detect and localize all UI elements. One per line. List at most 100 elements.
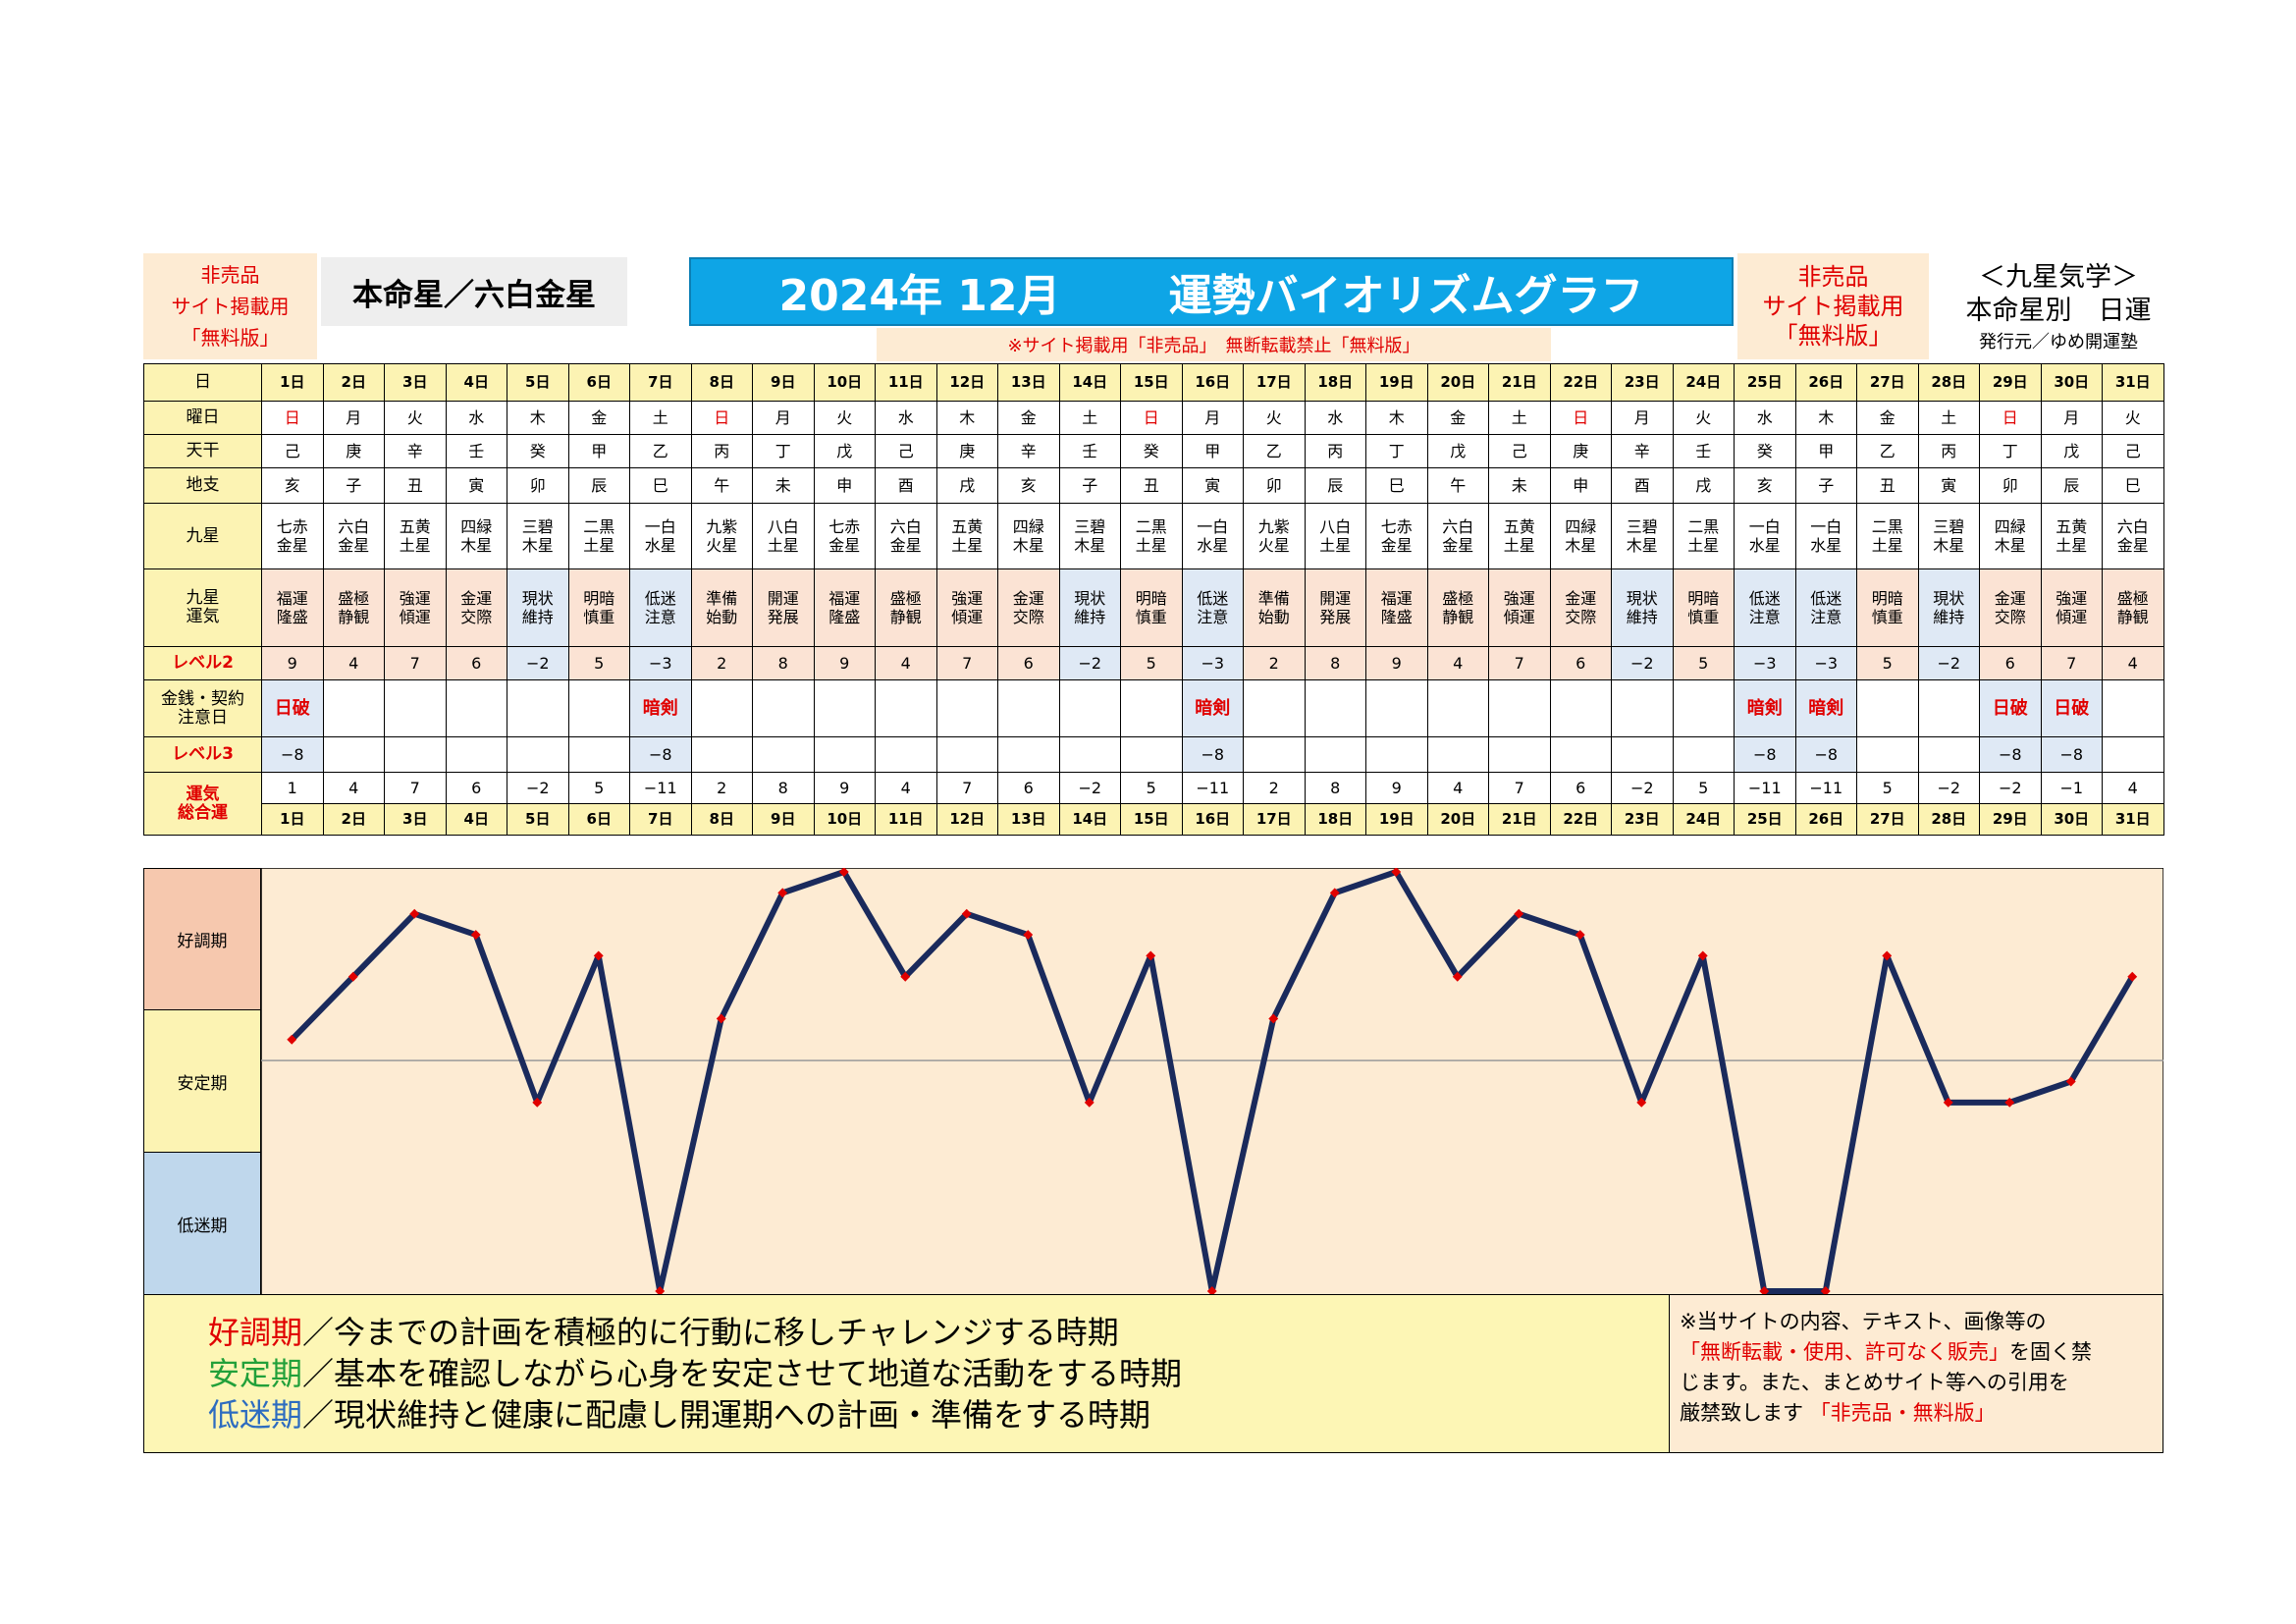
chishi-cell: 子	[1058, 467, 1121, 504]
day-bottom-cell: 10日	[813, 803, 876, 836]
kusei-cell-text: 一白	[1197, 517, 1229, 536]
kusei-cell: 五黄 土星	[1488, 503, 1551, 569]
legend-good-term: 好調期	[208, 1314, 303, 1351]
level2-cell: 4	[1426, 646, 1489, 680]
kusei-cell-text: 土星	[1319, 536, 1352, 555]
money-cell	[752, 679, 815, 737]
money-cell	[1611, 679, 1674, 737]
chart-background	[261, 868, 2163, 1295]
legend-stable-term: 安定期	[208, 1355, 303, 1392]
day-bottom-cell: 19日	[1365, 803, 1428, 836]
phase-label-low: 低迷期	[143, 1152, 261, 1295]
total-cell: −11	[1181, 772, 1244, 804]
tenkan-cell: 辛	[384, 434, 447, 468]
chishi-cell: 子	[1794, 467, 1857, 504]
tenkan-cell: 癸	[1734, 434, 1796, 468]
level3-cell	[507, 736, 569, 773]
level3-cell	[384, 736, 447, 773]
level3-cell	[752, 736, 815, 773]
data-point	[1206, 1286, 1217, 1295]
kusei-cell-text: 木星	[1074, 536, 1106, 555]
unki-cell-text: 交際	[1012, 608, 1044, 626]
money-cell	[997, 679, 1060, 737]
money-cell	[1917, 679, 1980, 737]
tenkan-cell: 辛	[1611, 434, 1674, 468]
row-label-chishi: 地支	[143, 467, 262, 504]
table-row-tenkan: 天干己庚辛壬癸甲乙丙丁戊己庚辛壬癸甲乙丙丁戊己庚辛壬癸甲乙丙丁戊己	[143, 434, 2164, 468]
total-cell: 8	[1304, 772, 1366, 804]
level3-cell	[567, 736, 630, 773]
total-cell: 5	[1120, 772, 1183, 804]
chishi-cell: 丑	[384, 467, 447, 504]
tenkan-cell: 己	[875, 434, 937, 468]
money-cell	[1549, 679, 1612, 737]
kusei-cell-text: 九紫	[1257, 517, 1290, 536]
day-bottom-cell: 31日	[2102, 803, 2164, 836]
kusei-cell: 九紫 火星	[690, 503, 753, 569]
tenkan-cell: 癸	[507, 434, 569, 468]
kusei-cell: 二黒 土星	[1856, 503, 1919, 569]
day-cell: 19日	[1365, 363, 1428, 402]
day-bottom-cell: 20日	[1426, 803, 1489, 836]
total-cell: −1	[2040, 772, 2103, 804]
kusei-cell-text: 二黒	[583, 517, 615, 536]
money-cell: 日破	[261, 679, 324, 737]
unki-cell: 福運 隆盛	[813, 568, 876, 647]
data-point	[655, 1286, 666, 1295]
level2-cell: 9	[813, 646, 876, 680]
tenkan-cell: 己	[2102, 434, 2164, 468]
unki-cell-text: 現状	[1626, 589, 1658, 608]
kusei-cell-text: 土星	[1503, 536, 1535, 555]
row-label-unki: 九星 運気	[143, 568, 262, 647]
total-cell: 2	[1243, 772, 1306, 804]
page-title: 2024年 12月 運勢バイオリズムグラフ	[689, 257, 1734, 326]
money-cell: 日破	[1979, 679, 2042, 737]
kusei-cell-text: 金星	[1442, 536, 1474, 555]
phase-label-stable: 安定期	[143, 1009, 261, 1153]
unki-cell-text: 隆盛	[1380, 608, 1413, 626]
chishi-cell: 丑	[1856, 467, 1919, 504]
kusei-cell-text: 一白	[644, 517, 676, 536]
unki-cell: 明暗 慎重	[567, 568, 630, 647]
unki-cell-text: 明暗	[1687, 589, 1720, 608]
day-bottom-cell: 25日	[1734, 803, 1796, 836]
kusei-cell: 六白 金星	[2102, 503, 2164, 569]
right-badge: 非売品 サイト掲載用 「無料版」	[1737, 253, 1929, 359]
kusei-cell: 九紫 火星	[1243, 503, 1306, 569]
weekday-cell: 水	[875, 401, 937, 435]
unki-cell: 低迷 注意	[1181, 568, 1244, 647]
tenkan-cell: 乙	[629, 434, 692, 468]
total-cell: 4	[875, 772, 937, 804]
day-bottom-cell: 29日	[1979, 803, 2042, 836]
chishi-cell: 未	[1488, 467, 1551, 504]
kusei-cell-text: 四緑	[1565, 517, 1597, 536]
unki-cell-text: 明暗	[1135, 589, 1167, 608]
disclaimer-line2-rest: を固く禁	[2009, 1340, 2092, 1364]
level3-cell: −8	[1794, 736, 1857, 773]
kusei-cell-text: 五黄	[951, 517, 984, 536]
total-cell: 4	[2102, 772, 2164, 804]
data-point	[1759, 1286, 1770, 1295]
level2-cell: 7	[935, 646, 998, 680]
total-cell: 7	[935, 772, 998, 804]
notice-banner: ※サイト掲載用「非売品」 無断転載禁止「無料版」	[877, 328, 1551, 361]
day-cell: 30日	[2040, 363, 2103, 402]
day-bottom-cell: 9日	[752, 803, 815, 836]
total-cell: 8	[752, 772, 815, 804]
day-bottom-cell: 27日	[1856, 803, 1919, 836]
table-row-level2: レベル2 9 4 7 6 −2 5 −3 2 8 9 4 7 6 −2 5 −3 2 8 9 4 7 6 −2 5 −3 −3 5 −2…	[143, 646, 2164, 680]
tenkan-cell: 乙	[1856, 434, 1919, 468]
day-bottom-cell: 23日	[1611, 803, 1674, 836]
total-cell: 6	[997, 772, 1060, 804]
unki-cell-text: 維持	[1074, 608, 1106, 626]
level2-cell: 7	[1488, 646, 1551, 680]
unki-cell: 金運 交際	[445, 568, 507, 647]
data-point	[1636, 1097, 1647, 1108]
day-cell: 28日	[1917, 363, 1980, 402]
chishi-cell: 寅	[445, 467, 507, 504]
total-cell: −11	[1794, 772, 1857, 804]
day-bottom-cell: 15日	[1120, 803, 1183, 836]
tenkan-cell: 庚	[322, 434, 385, 468]
row-label-total: 運気 総合運	[143, 772, 262, 836]
total-cell: −2	[1058, 772, 1121, 804]
